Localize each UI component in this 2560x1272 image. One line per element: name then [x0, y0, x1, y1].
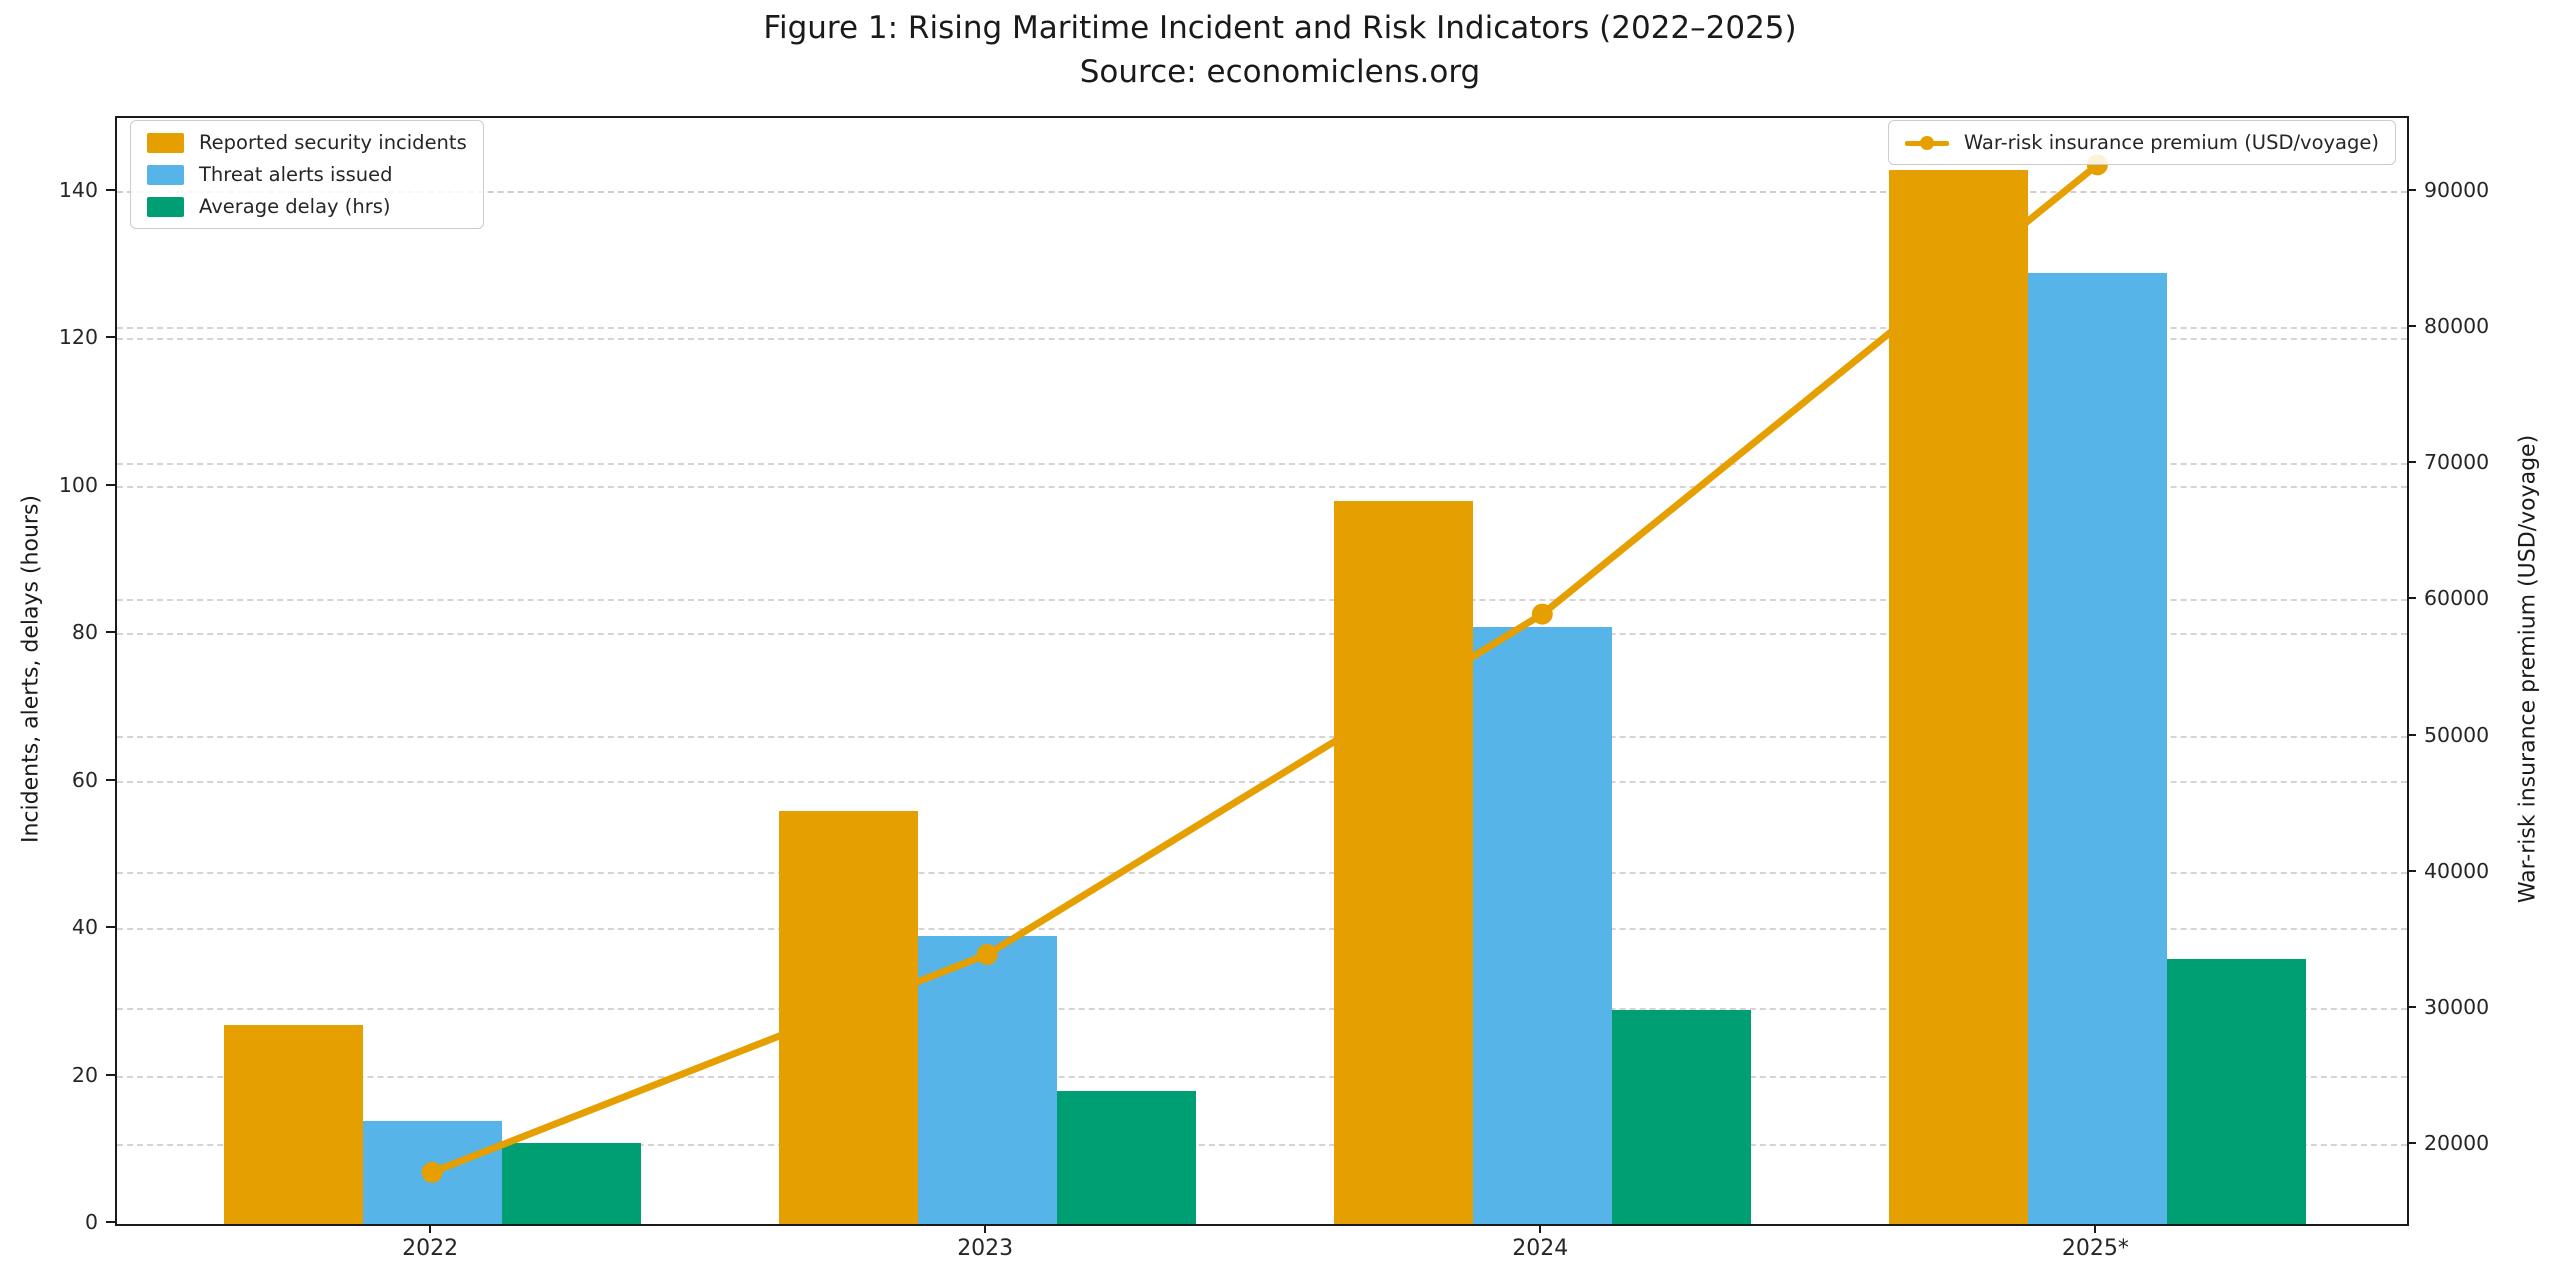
- legend-item-label: Threat alerts issued: [199, 163, 393, 186]
- gridline-right: [117, 735, 2407, 738]
- left-tick-label: 100: [58, 472, 98, 497]
- left-tick-label: 140: [58, 177, 98, 202]
- left-tick-mark: [106, 778, 115, 781]
- legend-item-label: Average delay (hrs): [199, 195, 391, 218]
- legend-line-swatch-icon: [1904, 133, 1949, 153]
- legend-line-dot: [1919, 135, 1934, 150]
- legend-item-average-delay-hrs-: Average delay (hrs): [147, 195, 467, 218]
- legend-item-label: War-risk insurance premium (USD/voyage): [1963, 131, 2379, 154]
- line-marker: [421, 1161, 443, 1183]
- left-tick-mark: [106, 1221, 115, 1223]
- left-tick-label: 20: [71, 1062, 98, 1087]
- right-tick-mark: [2407, 461, 2416, 464]
- right-tick-mark: [2407, 1142, 2416, 1145]
- right-tick-label: 80000: [2424, 314, 2490, 339]
- right-axis-title: War-risk insurance premium (USD/voyage): [2515, 434, 2541, 904]
- right-tick-mark: [2407, 189, 2416, 192]
- right-tick-label: 50000: [2424, 722, 2490, 747]
- chart-title: Figure 1: Rising Maritime Incident and R…: [763, 10, 1797, 46]
- gridline-left: [117, 780, 2407, 783]
- bar-reported-security-incidents-2022: [223, 1024, 363, 1224]
- bar-average-delay-hrs--2023: [1056, 1091, 1196, 1224]
- right-tick-mark: [2407, 869, 2416, 872]
- line-marker: [1531, 603, 1553, 625]
- right-tick-mark: [2407, 733, 2416, 736]
- legend-bars: Reported security incidents Threat alerts…: [130, 120, 484, 229]
- x-tick-label: 2025*: [2061, 1236, 2129, 1261]
- bar-threat-alerts-issued-2023: [917, 936, 1057, 1224]
- left-tick-label: 120: [58, 325, 98, 350]
- line-marker: [976, 943, 998, 965]
- gridline-left: [117, 1075, 2407, 1078]
- x-tick-label: 2023: [957, 1236, 1014, 1261]
- right-tick-label: 60000: [2424, 586, 2490, 611]
- legend-line: War-risk insurance premium (USD/voyage): [1887, 120, 2396, 165]
- bar-threat-alerts-issued-2025: [2027, 272, 2167, 1224]
- war-risk-premium-line: [421, 154, 2108, 1183]
- right-tick-label: 20000: [2424, 1131, 2490, 1156]
- right-tick-label: 70000: [2424, 450, 2490, 475]
- left-tick-mark: [106, 926, 115, 929]
- right-tick-mark: [2407, 1005, 2416, 1008]
- title-block: Figure 1: Rising Maritime Incident and R…: [0, 6, 2560, 94]
- x-tick-label: 2024: [1512, 1236, 1569, 1261]
- legend-item-label: Reported security incidents: [199, 131, 467, 154]
- plot-area: [115, 116, 2409, 1226]
- gridline-right: [117, 871, 2407, 874]
- bar-reported-security-incidents-2023: [778, 811, 918, 1224]
- gridline-right: [117, 1007, 2407, 1010]
- bar-reported-security-incidents-2024: [1333, 501, 1473, 1224]
- gridline-left: [117, 633, 2407, 636]
- gridline-right: [117, 599, 2407, 602]
- left-tick-label: 40: [71, 915, 98, 940]
- left-tick-label: 80: [71, 620, 98, 645]
- left-tick-label: 0: [84, 1210, 98, 1234]
- left-tick-mark: [106, 631, 115, 634]
- x-tick-mark: [429, 1224, 432, 1233]
- x-tick-mark: [2094, 1224, 2097, 1233]
- gridline-left: [117, 338, 2407, 341]
- gridline-right: [117, 191, 2407, 194]
- legend-swatch-icon: [147, 196, 184, 217]
- x-tick-mark: [984, 1224, 987, 1233]
- bar-average-delay-hrs--2025: [2166, 958, 2306, 1224]
- right-tick-label: 30000: [2424, 994, 2490, 1019]
- right-tick-label: 40000: [2424, 858, 2490, 883]
- gridline-left: [117, 485, 2407, 488]
- legend-swatch-icon: [147, 164, 184, 185]
- gridline-right: [117, 327, 2407, 330]
- legend-item-war-risk-insurance-premium: War-risk insurance premium (USD/voyage): [1904, 131, 2379, 154]
- legend-item-reported-security-incidents: Reported security incidents: [147, 131, 467, 154]
- left-tick-mark: [106, 1073, 115, 1076]
- legend-item-threat-alerts-issued: Threat alerts issued: [147, 163, 467, 186]
- x-tick-label: 2022: [402, 1236, 459, 1261]
- bar-average-delay-hrs--2024: [1611, 1010, 1751, 1224]
- right-tick-mark: [2407, 325, 2416, 328]
- left-tick-label: 60: [71, 767, 98, 792]
- gridline-left: [117, 928, 2407, 931]
- bar-threat-alerts-issued-2024: [1472, 626, 1612, 1224]
- gridline-right: [117, 463, 2407, 466]
- bar-reported-security-incidents-2025: [1888, 169, 2028, 1224]
- right-tick-label: 90000: [2424, 178, 2490, 203]
- left-tick-mark: [106, 336, 115, 339]
- legend-swatch-icon: [147, 132, 184, 153]
- gridline-right: [117, 1144, 2407, 1147]
- bar-average-delay-hrs--2022: [501, 1142, 641, 1224]
- right-tick-mark: [2407, 597, 2416, 600]
- left-tick-mark: [106, 188, 115, 191]
- x-tick-mark: [1539, 1224, 1542, 1233]
- chart-subtitle: Source: economiclens.org: [1079, 54, 1481, 91]
- left-tick-mark: [106, 483, 115, 486]
